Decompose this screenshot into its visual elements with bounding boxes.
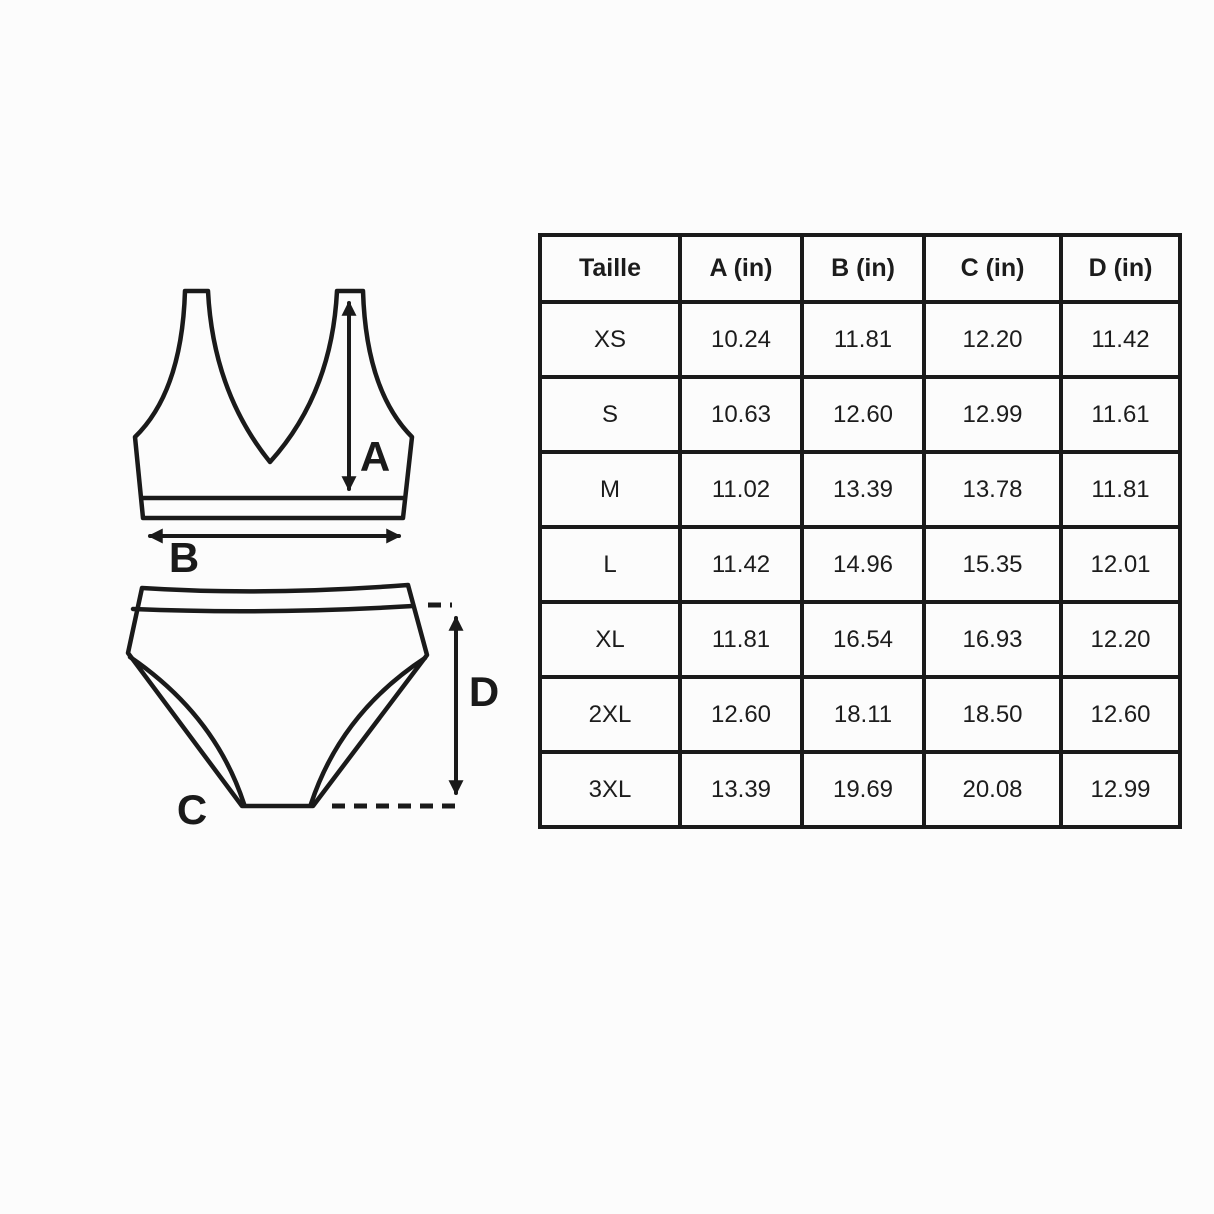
table-row-l: L 11.42 14.96 15.35 12.01 [538,525,1182,604]
value-cell: 16.54 [800,600,926,679]
table-row-2xl: 2XL 12.60 18.11 18.50 12.60 [538,675,1182,754]
bikini-bottom-outline [125,582,430,809]
right-leg-opening-curve [308,655,428,807]
value-cell: 12.20 [922,300,1063,379]
value-cell: 12.99 [922,375,1063,454]
size-cell: XL [538,600,682,679]
value-cell: 19.69 [800,750,926,829]
measure-label-a: A [359,433,391,480]
measure-label-b: B [168,534,200,581]
value-cell: 11.02 [678,450,804,529]
size-cell: L [538,525,682,604]
value-cell: 11.81 [800,300,926,379]
value-cell: 13.39 [800,450,926,529]
value-cell: 12.99 [1059,750,1182,829]
value-cell: 12.60 [1059,675,1182,754]
value-cell: 13.39 [678,750,804,829]
table-row-s: S 10.63 12.60 12.99 11.61 [538,375,1182,454]
value-cell: 11.81 [678,600,804,679]
value-cell: 18.11 [800,675,926,754]
size-table-header-row: Taille A (in) B (in) C (in) D (in) [538,233,1182,304]
value-cell: 16.93 [922,600,1063,679]
value-cell: 14.96 [800,525,926,604]
table-row-m: M 11.02 13.39 13.78 11.81 [538,450,1182,529]
value-cell: 11.61 [1059,375,1182,454]
size-table: Taille A (in) B (in) C (in) D (in) XS 10… [538,233,1182,829]
measure-label-d: D [468,668,500,715]
value-cell: 12.01 [1059,525,1182,604]
value-cell: 10.24 [678,300,804,379]
header-cell-b: B (in) [800,233,926,304]
bikini-bottom-diagram [125,582,464,809]
value-cell: 15.35 [922,525,1063,604]
measure-label-c: C [176,786,208,833]
bikini-bottom-waistband-line [130,603,416,614]
header-cell-a: A (in) [678,233,804,304]
header-cell-c: C (in) [922,233,1063,304]
value-cell: 11.81 [1059,450,1182,529]
value-cell: 10.63 [678,375,804,454]
left-leg-opening-curve [127,654,247,807]
value-cell: 20.08 [922,750,1063,829]
size-cell: 3XL [538,750,682,829]
size-cell: S [538,375,682,454]
size-cell: M [538,450,682,529]
table-row-3xl: 3XL 13.39 19.69 20.08 12.99 [538,750,1182,829]
header-cell-d: D (in) [1059,233,1182,304]
value-cell: 11.42 [1059,300,1182,379]
value-cell: 13.78 [922,450,1063,529]
value-cell: 12.60 [678,675,804,754]
value-cell: 18.50 [922,675,1063,754]
bikini-top-outline [132,288,415,521]
bikini-top-diagram [132,288,415,544]
header-cell-taille: Taille [538,233,682,304]
value-cell: 11.42 [678,525,804,604]
table-row-xl: XL 11.81 16.54 16.93 12.20 [538,600,1182,679]
value-cell: 12.60 [800,375,926,454]
value-cell: 12.20 [1059,600,1182,679]
size-cell: XS [538,300,682,379]
size-cell: 2XL [538,675,682,754]
table-row-xs: XS 10.24 11.81 12.20 11.42 [538,300,1182,379]
